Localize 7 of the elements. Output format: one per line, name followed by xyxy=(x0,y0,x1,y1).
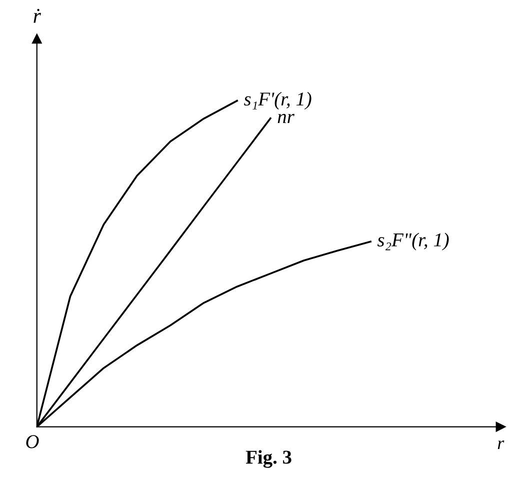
series-label: s₂F"(r, 1) xyxy=(377,232,449,250)
text: O xyxy=(26,435,39,448)
y-axis-title: ṙ xyxy=(34,8,42,23)
series-label: s₁F'(r, 1) xyxy=(244,92,312,110)
text: r xyxy=(498,440,504,450)
caption: Fig. 3 xyxy=(246,450,292,468)
series-label: nr xyxy=(278,114,294,124)
